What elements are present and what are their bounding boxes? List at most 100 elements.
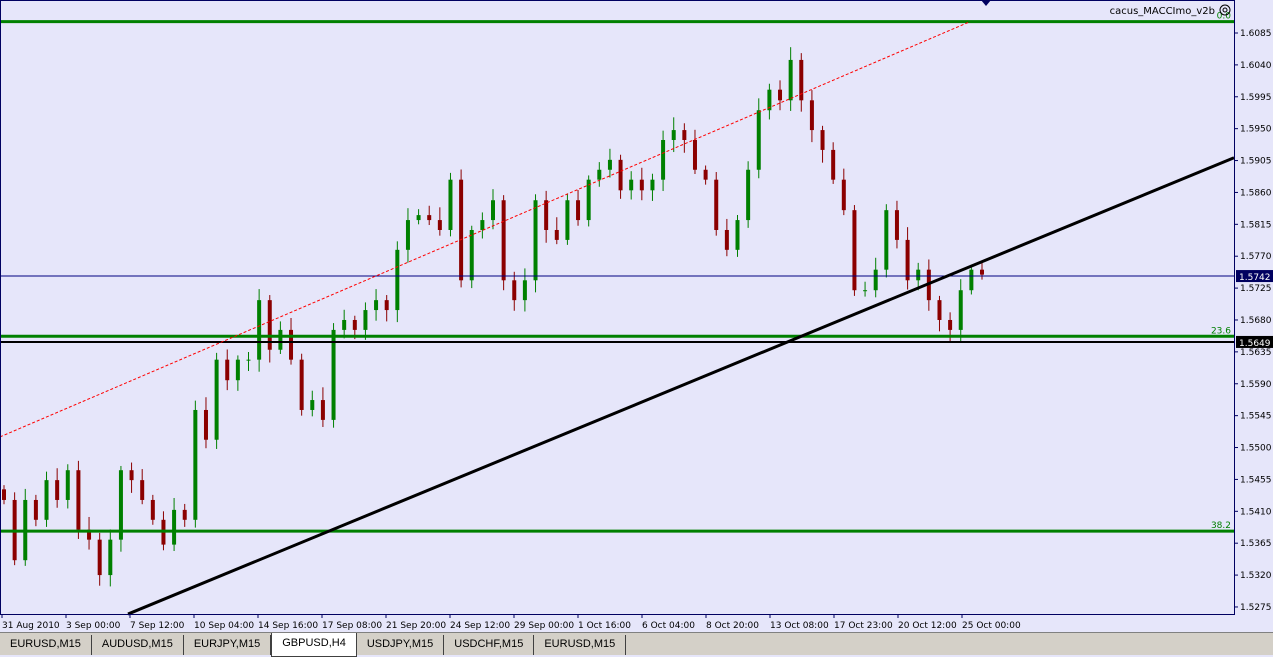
y-tick-label: 1.5995 <box>1240 93 1272 103</box>
candle-body <box>395 250 399 310</box>
candle-body <box>459 180 463 281</box>
candle-body <box>183 510 187 520</box>
y-tick-label: 1.5320 <box>1240 571 1272 581</box>
x-tick-label: 14 Sep 16:00 <box>258 621 318 631</box>
x-tick-label: 17 Oct 23:00 <box>834 621 893 631</box>
candle-body <box>534 200 538 280</box>
tab-eurusd-m15[interactable]: EURUSD,M15 <box>0 635 92 655</box>
candle-body <box>937 300 941 320</box>
candle-body <box>884 210 888 270</box>
candle-body <box>693 140 697 170</box>
candle-body <box>959 290 963 330</box>
x-tick-label: 6 Oct 04:00 <box>642 621 695 631</box>
fib-level-label: 23.6 <box>1211 326 1231 336</box>
y-tick-label: 1.5455 <box>1240 475 1272 485</box>
y-tick-label: 1.5635 <box>1240 348 1272 358</box>
candle-body <box>140 480 144 500</box>
candle-body <box>225 360 229 381</box>
candle-body <box>2 489 6 500</box>
y-tick-label: 1.6085 <box>1240 29 1272 39</box>
candle-body <box>523 280 527 300</box>
x-tick-label: 21 Sep 20:00 <box>386 621 446 631</box>
x-tick-label: 29 Sep 00:00 <box>514 621 574 631</box>
candle-body <box>863 290 867 291</box>
candle-body <box>438 220 442 230</box>
candle-body <box>374 300 378 310</box>
x-tick-label: 8 Oct 20:00 <box>706 621 759 631</box>
candle-body <box>204 410 208 440</box>
x-tick-label: 3 Sep 00:00 <box>66 621 121 631</box>
candle-body <box>895 210 899 240</box>
candle-body <box>321 400 325 420</box>
fib-level-label: 38.2 <box>1211 521 1231 531</box>
candle-body <box>257 300 261 360</box>
tab-gbpusd-h4[interactable]: GBPUSD,H4 <box>271 633 357 657</box>
candle-body <box>55 480 59 500</box>
candle-body <box>821 130 825 150</box>
candle-body <box>629 180 633 191</box>
candle-body <box>491 200 495 220</box>
tab-eurusd-m15[interactable]: EURUSD,M15 <box>534 635 626 655</box>
candle-body <box>300 360 304 410</box>
candle-body <box>661 140 665 180</box>
x-tick-label: 20 Oct 12:00 <box>898 621 957 631</box>
candle-body <box>906 240 910 280</box>
candle-body <box>353 320 357 330</box>
candle-body <box>34 500 38 520</box>
candle-body <box>672 130 676 140</box>
candle-body <box>98 540 102 575</box>
horizontal-line-price-label: 1.5649 <box>1239 339 1271 349</box>
y-tick-label: 1.5815 <box>1240 220 1272 230</box>
candle-body <box>576 200 580 220</box>
x-tick-label: 7 Sep 12:00 <box>130 621 185 631</box>
candle-body <box>247 360 251 361</box>
y-tick-label: 1.6040 <box>1240 61 1272 71</box>
x-tick-label: 31 Aug 2010 <box>2 621 60 631</box>
candle-body <box>969 270 973 291</box>
plot-background <box>0 0 1273 632</box>
candle-body <box>278 330 282 350</box>
candle-body <box>363 310 367 330</box>
candle-body <box>45 480 49 520</box>
candle-body <box>119 470 123 539</box>
candle-body <box>810 100 814 130</box>
candle-body <box>757 110 761 170</box>
candle-body <box>130 470 134 480</box>
candle-body <box>704 170 708 180</box>
x-tick-label: 24 Sep 12:00 <box>450 621 510 631</box>
y-tick-label: 1.5410 <box>1240 507 1272 517</box>
candle-body <box>874 270 878 291</box>
candle-body <box>650 180 654 191</box>
candle-body <box>236 360 240 381</box>
candle-body <box>470 230 474 280</box>
y-tick-label: 1.5275 <box>1240 603 1272 613</box>
candle-body <box>427 215 431 220</box>
candle-body <box>682 130 686 140</box>
candle-body <box>502 200 506 280</box>
candle-body <box>544 200 548 230</box>
candle-body <box>831 150 835 180</box>
candle-body <box>289 330 293 360</box>
tab-audusd-m15[interactable]: AUDUSD,M15 <box>92 635 184 655</box>
bid-price-label: 1.5742 <box>1239 273 1271 283</box>
x-tick-label: 13 Oct 08:00 <box>770 621 829 631</box>
tab-usdchf-m15[interactable]: USDCHF,M15 <box>444 635 534 655</box>
candle-body <box>66 470 70 500</box>
y-tick-label: 1.5725 <box>1240 284 1272 294</box>
tab-usdjpy-m15[interactable]: USDJPY,M15 <box>357 635 444 655</box>
candle-body <box>842 180 846 210</box>
candle-body <box>736 220 740 250</box>
price-chart[interactable]: 0.023.638.2 1.60851.60401.59951.59501.59… <box>0 0 1273 632</box>
candle-body <box>852 210 856 290</box>
candle-body <box>587 180 591 220</box>
x-tick-label: 1 Oct 16:00 <box>578 621 631 631</box>
candle-body <box>778 90 782 101</box>
x-tick-label: 10 Sep 04:00 <box>194 621 254 631</box>
candle-body <box>332 330 336 420</box>
candle-body <box>448 180 452 230</box>
candle-body <box>916 270 920 281</box>
candle-body <box>948 320 952 330</box>
candle-body <box>215 360 219 440</box>
tab-eurjpy-m15[interactable]: EURJPY,M15 <box>184 635 271 655</box>
x-tick-label: 17 Sep 08:00 <box>322 621 382 631</box>
